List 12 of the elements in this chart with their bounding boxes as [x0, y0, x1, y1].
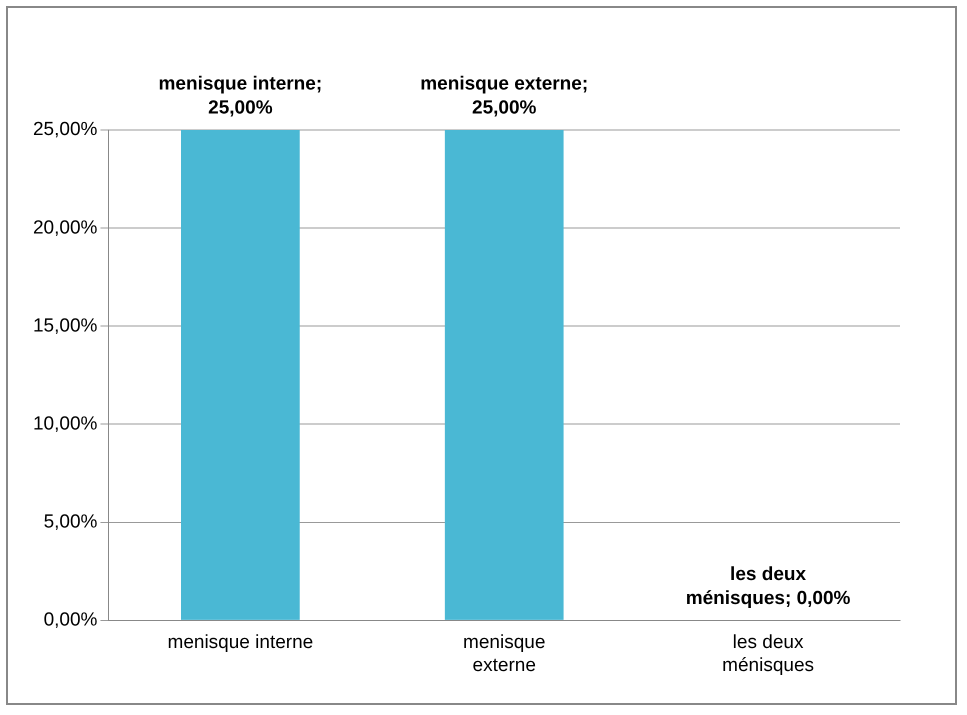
x-tick-label: menisque externe — [463, 632, 546, 676]
y-tick-label: 0,00% — [44, 610, 98, 631]
y-tick-label: 5,00% — [44, 512, 98, 533]
y-tick-label: 15,00% — [32, 315, 98, 336]
data-label: menisque externe; 25,00% — [420, 74, 588, 119]
y-tick-label: 25,00% — [32, 119, 98, 140]
data-label: les deux ménisques; 0,00% — [686, 564, 851, 610]
y-tick-label: 20,00% — [32, 217, 98, 238]
x-tick-label: les deux ménisques — [722, 632, 814, 676]
x-tick-label: menisque interne — [167, 632, 314, 654]
y-tick-label: 10,00% — [32, 413, 98, 434]
data-label: menisque interne; 25,00% — [158, 74, 322, 119]
